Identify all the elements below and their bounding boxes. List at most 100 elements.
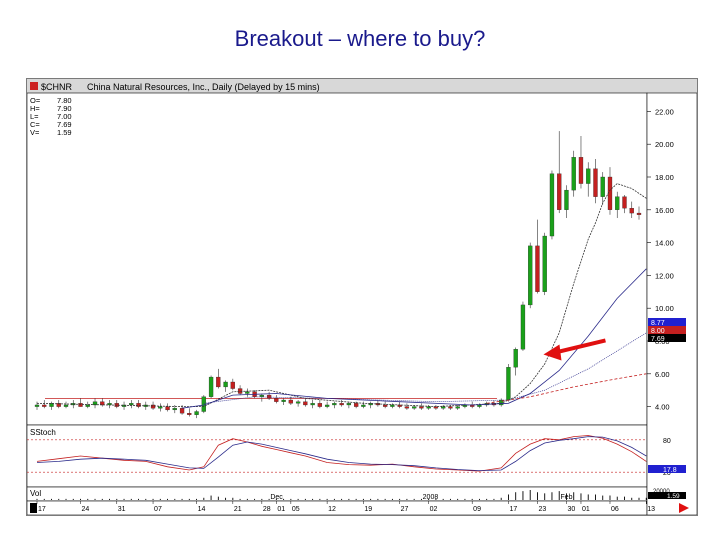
stoch-tick-label: 80 [663, 438, 671, 445]
candle-body [586, 168, 591, 184]
candle-body [332, 403, 337, 406]
candle-body [353, 403, 359, 407]
x-tick-label: 27 [401, 506, 409, 513]
candle-body [303, 401, 308, 406]
x-tick-label: 02 [430, 506, 438, 513]
candle-body [85, 404, 90, 407]
candle-body [42, 404, 47, 407]
candle-body [368, 403, 373, 406]
price-tag-box [648, 318, 686, 326]
quote-value: 7.80 [57, 96, 72, 105]
arrow-head [543, 344, 562, 361]
x-tick-label: 07 [154, 506, 162, 513]
candle-body [339, 403, 344, 406]
stoch-tag-label: 17.8 [663, 467, 677, 474]
ma-long-line [182, 268, 647, 409]
candle-body [78, 403, 83, 407]
arrow-shaft [554, 338, 606, 355]
y-tick-label: 16.00 [655, 206, 674, 215]
quote-label: L= [30, 112, 39, 121]
candle-body [361, 404, 366, 407]
volume-tag-label: 1.59 [667, 493, 680, 500]
y-tick-label: 22.00 [655, 107, 674, 116]
candle-body [346, 403, 352, 406]
candle-body [216, 376, 221, 388]
candle-body [187, 413, 192, 415]
y-tick-label: 6.00 [655, 370, 670, 379]
candle-body [266, 394, 272, 399]
candle-body [310, 403, 315, 406]
quote-box: O= 7.80 H= 7.90 L= 7.00 C= 7.69 V= 1.59 [30, 96, 72, 137]
chart-header-bar [27, 79, 697, 93]
scroll-right-button[interactable] [679, 503, 689, 513]
candle-body [557, 173, 562, 210]
candle-body [513, 349, 518, 368]
candle-body [194, 411, 199, 415]
candle-body [455, 406, 460, 409]
y-tick-label: 10.00 [655, 304, 674, 313]
candle-body [136, 403, 141, 407]
candle-body [100, 401, 105, 406]
stoch-label: SStoch [30, 428, 56, 437]
stoch-tick-label: 20 [663, 470, 671, 477]
stoch-k-line [36, 435, 647, 472]
candle-body [535, 245, 540, 292]
quote-label: V= [30, 128, 40, 137]
y-tick-label: 12.00 [655, 271, 674, 280]
x-tick-label: 21 [234, 506, 242, 513]
candlestick-series [34, 131, 642, 419]
candle-body [259, 394, 264, 397]
x-tick-label: 17 [38, 506, 46, 513]
moving-average-series [36, 183, 647, 409]
candle-body [477, 404, 482, 407]
price-tags: 8.778.007.69 [648, 318, 686, 343]
y-tick-label: 14.00 [655, 239, 674, 248]
candle-body [426, 406, 431, 409]
candle-body [63, 404, 69, 407]
quote-value: 1.59 [57, 128, 72, 137]
candle-body [528, 245, 533, 306]
candle-body [56, 403, 61, 407]
candle-body [412, 406, 417, 409]
breakout-arrow [543, 338, 606, 361]
ma-trend-line [486, 373, 647, 404]
candle-body [324, 404, 330, 407]
x-tick-label: 05 [292, 506, 300, 513]
candle-body [506, 367, 511, 401]
month-label: 2008 [423, 494, 439, 501]
scroll-left-button[interactable] [30, 503, 37, 513]
price-tag-label: 8.77 [651, 320, 665, 327]
candle-body [245, 391, 250, 394]
candle-body [172, 408, 177, 411]
candle-body [208, 376, 214, 397]
candle-body [34, 404, 40, 407]
stoch-d-line [36, 436, 647, 472]
candle-body [448, 406, 453, 409]
x-tick-label: 01 [277, 506, 285, 513]
candle-body [564, 189, 569, 210]
candle-body [288, 399, 293, 404]
x-tick-label: 01 [582, 506, 590, 513]
price-tag-label: 7.69 [651, 336, 665, 343]
slide-title: Breakout – where to buy? [234, 26, 486, 51]
candle-body [223, 381, 228, 388]
price-panel [26, 92, 648, 426]
ma-short-line [36, 183, 647, 408]
stoch-tag-box [648, 465, 686, 473]
x-tick-label: 24 [82, 506, 90, 513]
chart-window: $CHNR China Natural Resources, Inc., Dai… [26, 78, 698, 516]
candle-body [230, 381, 235, 389]
volume-panel [26, 486, 648, 502]
candle-body [179, 408, 185, 414]
month-label: Dec [270, 494, 283, 501]
candle-body [281, 399, 286, 402]
volume-bars: 20000100001.59 [36, 489, 686, 501]
candle-body [382, 404, 388, 407]
candle-body [629, 208, 634, 214]
x-tick-label: 09 [473, 506, 481, 513]
quote-value: 7.90 [57, 104, 72, 113]
candle-body [150, 404, 156, 409]
price-tag-box [648, 334, 686, 342]
chart-description: China Natural Resources, Inc., Daily (De… [87, 82, 320, 92]
